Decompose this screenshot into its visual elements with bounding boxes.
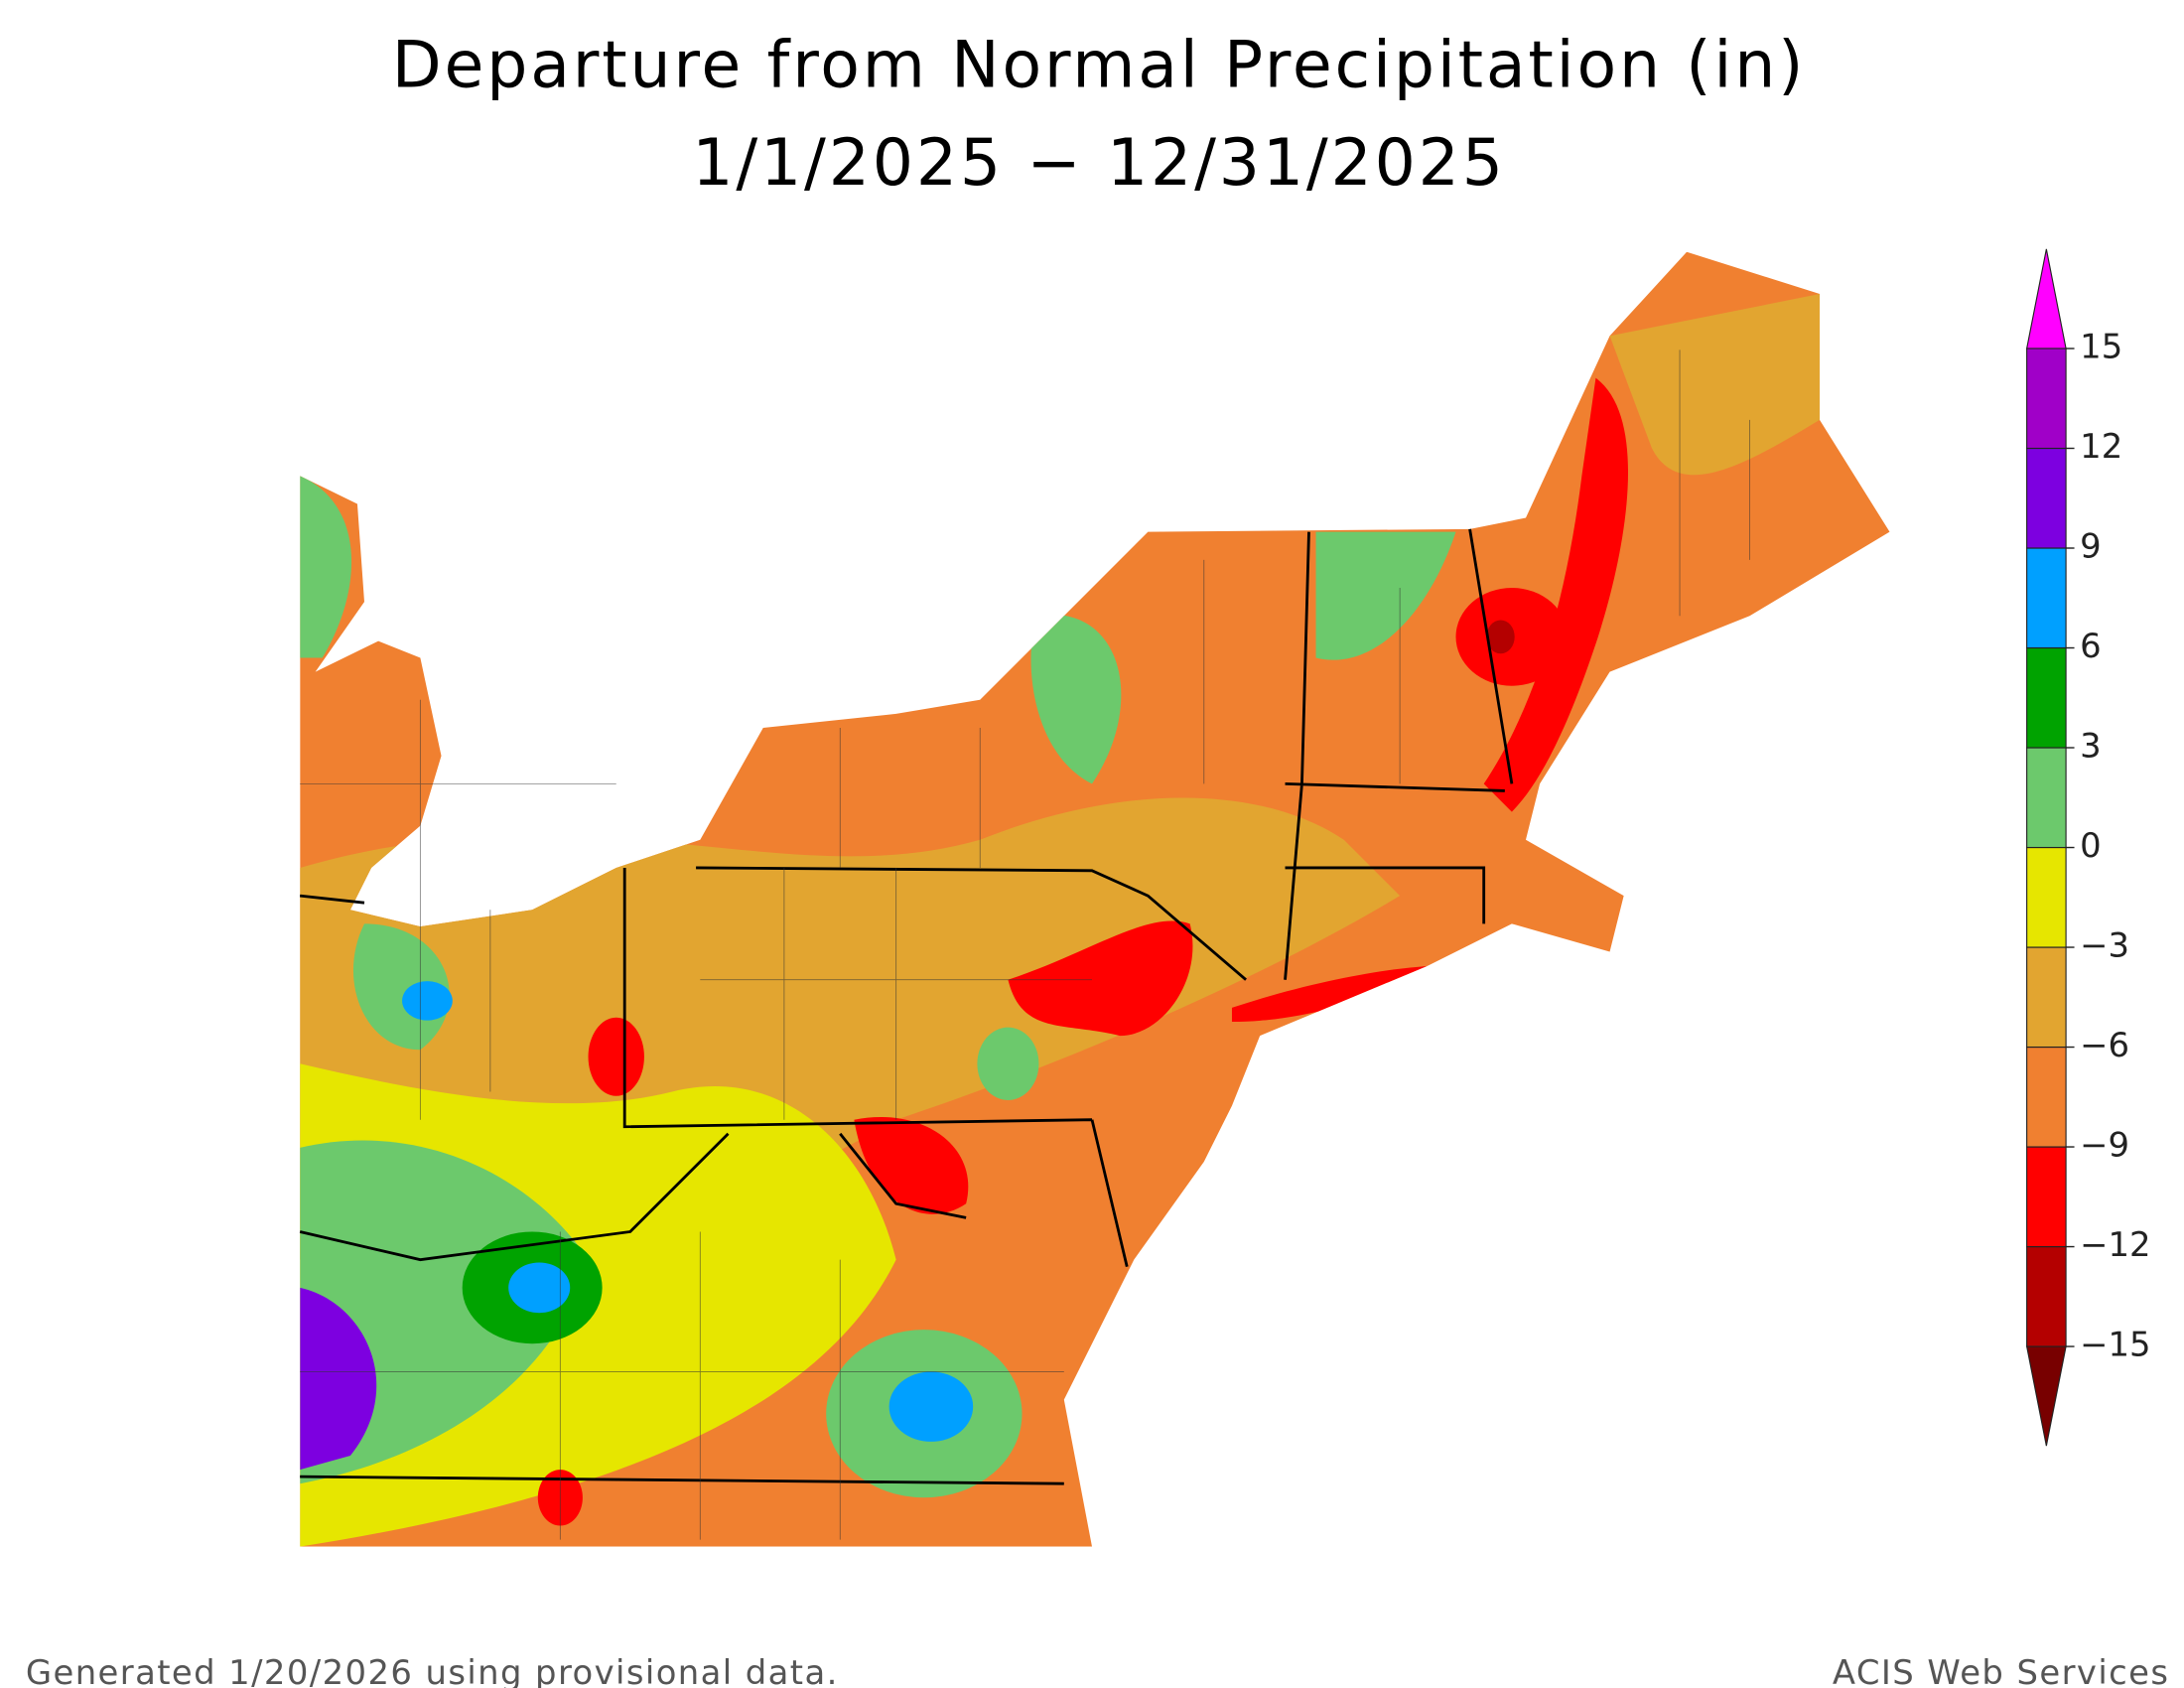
legend-tick-label: 12 [2080, 427, 2122, 466]
legend-swatch [2026, 946, 2067, 1049]
legend-swatch [2026, 747, 2067, 849]
legend-tick-label: 3 [2080, 727, 2102, 766]
footer-left: Generated 1/20/2026 using provisional da… [26, 1653, 839, 1688]
legend-tick-label: 15 [2080, 327, 2122, 365]
state-borders [299, 350, 1750, 1540]
map [299, 251, 1890, 1547]
legend-swatch [2026, 1046, 2067, 1148]
legend-tick-label: −6 [2080, 1026, 2129, 1064]
legend-under [2025, 1345, 2067, 1447]
title-line: Departure from Normal Precipitation (in) [392, 28, 1806, 102]
colorbar: −15 −12 −9 −6 −3 0 3 6 9 12 15 [2025, 248, 2151, 1447]
legend-tick-label: −9 [2080, 1126, 2129, 1165]
legend-tick-label: 9 [2080, 527, 2102, 566]
legend-swatch [2026, 547, 2067, 649]
legend-over [2025, 248, 2067, 350]
legend-swatch [2026, 348, 2067, 450]
legend-swatch [2026, 447, 2067, 549]
footer-right: ACIS Web Services [1833, 1653, 2169, 1688]
legend-swatch [2026, 646, 2067, 749]
legend-tick-label: 0 [2080, 826, 2102, 865]
title-line: 1/1/2025 − 12/31/2025 [692, 126, 1506, 201]
legend-tick-label: −3 [2080, 926, 2129, 965]
legend-swatch [2026, 1245, 2067, 1347]
legend-swatch [2026, 846, 2067, 948]
legend-tick-label: 6 [2080, 627, 2102, 665]
legend-swatch [2026, 1146, 2067, 1248]
legend-tick-label: −12 [2080, 1225, 2150, 1264]
legend-tick-label: −15 [2080, 1326, 2150, 1364]
precip-field [300, 251, 1890, 1547]
